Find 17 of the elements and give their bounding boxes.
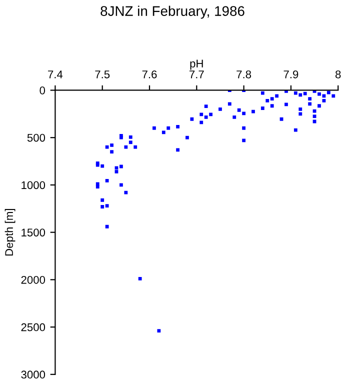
y-tick-label: 1000 [22,181,46,190]
y-tick-label: 2000 [21,276,46,284]
x-tick-label: 7.8 [236,70,252,78]
chart-title: 8JNZ in February, 1986 [100,6,244,19]
x-tick-label: 8 [335,70,341,78]
y-axis-title: Depth [m] [4,209,16,256]
y-tick-label: 3000 [21,370,46,379]
y-tick-label: 1500 [22,228,46,236]
x-tick-label: 7.6 [142,70,157,78]
y-tick-label: 2500 [21,323,46,332]
x-tick-label: 7.7 [189,70,204,78]
x-axis-title: pH [190,60,203,70]
x-tick-label: 7.4 [48,70,63,78]
y-tick-label: 0 [40,86,46,94]
x-tick-label: 7.9 [284,70,298,78]
x-tick-label: 7.5 [95,70,110,78]
y-tick-label: 500 [27,134,46,142]
